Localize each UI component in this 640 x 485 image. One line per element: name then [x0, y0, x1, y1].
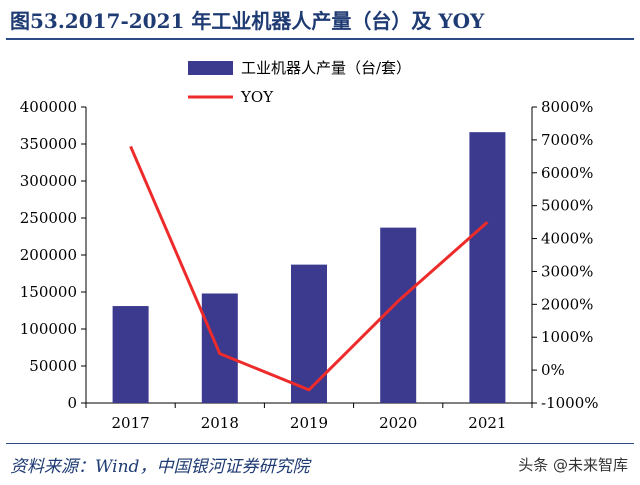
y-right-tick-label: 2000% — [541, 295, 593, 313]
y-right-tick-label: 6000% — [541, 164, 593, 182]
y-left-tick-label: 250000 — [20, 209, 77, 227]
y-right-tick-label: -1000% — [541, 394, 599, 412]
chart: 工业机器人产量（台/套） YOY 0 50000 100000 150000 20000… — [20, 59, 599, 432]
y-right-tick-label: 0% — [541, 361, 565, 379]
source-note: 资料来源：Wind，中国银河证券研究院 — [10, 457, 310, 477]
x-tick-label: 2021 — [468, 414, 506, 432]
legend: 工业机器人产量（台/套） YOY — [188, 59, 411, 106]
bar — [291, 264, 327, 403]
watermark: 头条 @未来智库 — [518, 456, 628, 474]
y-right-tick-label: 1000% — [541, 328, 593, 346]
x-tick-label: 2019 — [290, 414, 328, 432]
x-tick-label: 2020 — [379, 414, 417, 432]
y-right-tick-label: 5000% — [541, 197, 593, 215]
y-right-tick-label: 8000% — [541, 98, 593, 116]
y-right-tick-label: 4000% — [541, 230, 593, 248]
y-left-tick-label: 300000 — [20, 172, 77, 190]
y-left-tick-label: 400000 — [20, 98, 77, 116]
bar — [469, 132, 506, 403]
legend-label-bar: 工业机器人产量（台/套） — [241, 59, 411, 77]
legend-label-line: YOY — [240, 88, 274, 106]
x-tick-label: 2017 — [112, 414, 150, 432]
title-divider — [6, 38, 634, 40]
plot-area: 0 50000 100000 150000 200000 250000 300000 3500… — [20, 98, 599, 432]
bar — [112, 306, 149, 403]
y-right-tick-label: 7000% — [541, 131, 593, 149]
y-left-tick-label: 100000 — [20, 320, 77, 338]
y-left-tick-label: 0 — [67, 394, 77, 412]
legend-swatch-bar — [188, 61, 233, 75]
y-left-tick-label: 350000 — [20, 135, 77, 153]
y-left-tick-label: 50000 — [29, 357, 77, 375]
y-right-tick-label: 3000% — [541, 262, 593, 280]
y-left-tick-label: 150000 — [20, 283, 77, 301]
x-tick-label: 2018 — [201, 414, 239, 432]
footer-divider — [6, 443, 634, 444]
y-left-tick-label: 200000 — [20, 246, 77, 264]
yoy-line — [129, 145, 489, 392]
bar — [201, 293, 238, 403]
chart-title: 图53.2017-2021 年工业机器人产量（台）及 YOY — [10, 9, 485, 33]
bar — [380, 227, 417, 403]
